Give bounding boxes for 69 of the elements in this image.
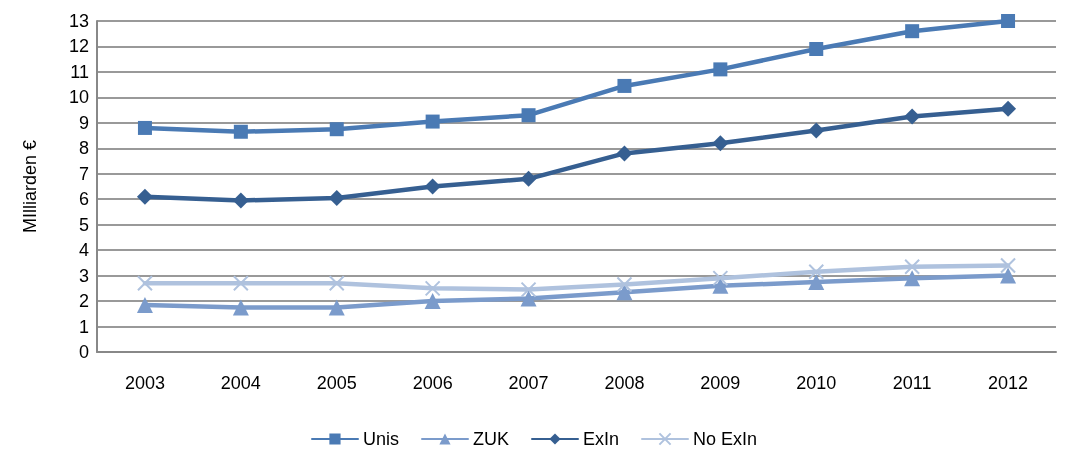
- point: [616, 284, 633, 301]
- point: [425, 114, 440, 129]
- point: [232, 192, 249, 209]
- point: [712, 270, 729, 287]
- y-axis-title: MIlliarden €: [20, 139, 40, 234]
- point: [136, 296, 153, 313]
- point: [713, 62, 728, 77]
- x-tick-label: 2007: [508, 373, 549, 393]
- y-tick-label: 3: [78, 265, 89, 286]
- point: [520, 281, 537, 298]
- point: [520, 290, 537, 307]
- y-tick-label: 13: [68, 11, 89, 31]
- point: [904, 270, 921, 287]
- point: [136, 188, 153, 205]
- x-tick-label: 2011: [892, 373, 932, 393]
- point: [616, 276, 633, 293]
- point: [904, 258, 921, 275]
- point: [329, 122, 344, 137]
- legend-label: No ExIn: [693, 429, 758, 449]
- point: [137, 120, 152, 135]
- point: [328, 189, 345, 206]
- x-tick-label: 2004: [220, 373, 261, 393]
- y-tick-label: 2: [78, 291, 89, 312]
- legend-label: ExIn: [582, 429, 620, 449]
- y-tick-label: 0: [78, 342, 89, 362]
- point: [233, 124, 248, 139]
- point: [1000, 100, 1017, 117]
- point: [424, 280, 441, 297]
- point: [1001, 14, 1016, 28]
- point: [232, 299, 249, 316]
- y-tick-label: 7: [78, 163, 89, 184]
- point: [905, 24, 920, 39]
- point: [712, 277, 729, 294]
- x-tick-label: 2005: [316, 373, 357, 393]
- point: [904, 108, 921, 125]
- legend-label: Unis: [362, 429, 399, 449]
- point: [328, 299, 345, 316]
- x-tick-label: 2012: [988, 373, 1029, 393]
- y-tick-label: 1: [78, 316, 89, 337]
- y-tick-label: 10: [68, 87, 89, 108]
- point: [1000, 257, 1017, 274]
- point: [521, 108, 536, 123]
- x-tick-label: 2006: [412, 373, 453, 393]
- y-tick-label: 11: [70, 61, 89, 82]
- point: [424, 293, 441, 310]
- y-tick-label: 8: [78, 138, 89, 159]
- x-tick-label: 2010: [796, 373, 837, 393]
- legend-label: ZUK: [472, 429, 509, 449]
- point: [617, 78, 632, 93]
- point: [808, 273, 825, 290]
- y-tick-label: 9: [78, 112, 89, 133]
- point: [616, 145, 633, 162]
- point: [808, 263, 825, 280]
- point: [808, 122, 825, 139]
- y-tick-label: 4: [78, 240, 89, 261]
- point: [232, 275, 249, 292]
- x-tick-label: 2003: [124, 373, 165, 393]
- point: [328, 275, 345, 292]
- point: [809, 42, 824, 57]
- point: [424, 178, 441, 195]
- point: [1000, 267, 1017, 284]
- y-tick-label: 12: [68, 36, 89, 57]
- x-tick-label: 2009: [700, 373, 741, 393]
- x-tick-label: 2008: [604, 373, 645, 393]
- y-tick-label: 5: [78, 214, 89, 235]
- point: [712, 135, 729, 152]
- point: [136, 275, 153, 292]
- y-tick-label: 6: [78, 189, 89, 210]
- point: [520, 170, 537, 187]
